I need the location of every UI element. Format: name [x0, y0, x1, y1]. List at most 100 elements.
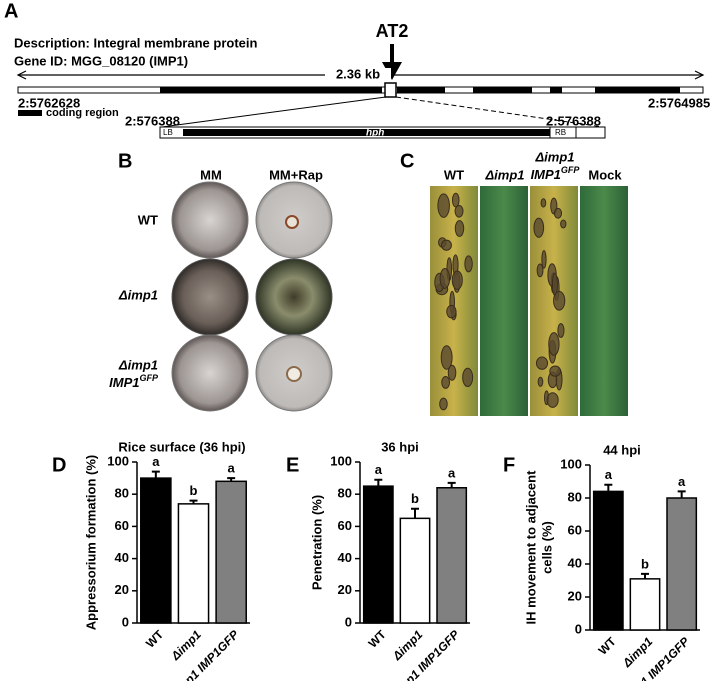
lesion: [446, 304, 457, 319]
lesion: [536, 263, 544, 278]
lesion: [557, 323, 565, 338]
error-bar: [641, 572, 649, 579]
y-axis-label: Appressorium formation (%): [83, 455, 98, 631]
y-tick-label: 0: [345, 614, 352, 629]
significance-label: a: [678, 474, 686, 489]
bar: [592, 490, 624, 631]
bar: [362, 485, 394, 624]
row-label: Δimp1: [118, 287, 158, 302]
lesion: [549, 365, 562, 377]
chart-title: 36 hpi: [381, 439, 419, 454]
panel-label: D: [52, 454, 66, 476]
y-tick-label: 20: [568, 588, 582, 603]
significance-label: b: [411, 491, 419, 506]
y-tick-label: 60: [115, 518, 129, 533]
significance-label: a: [152, 454, 160, 469]
y-tick-label: 60: [568, 522, 582, 537]
y-tick-label: 0: [122, 614, 129, 629]
label-bg: [325, 68, 391, 82]
bar: [666, 497, 698, 631]
column-label: WT: [444, 167, 464, 182]
error-bar: [374, 478, 383, 487]
insert-bar: [159, 126, 606, 139]
lesion: [440, 239, 452, 251]
y-tick-label: 60: [338, 518, 352, 533]
column-label: Δimp1: [484, 167, 524, 182]
error-bar: [151, 470, 160, 479]
plates: [171, 181, 333, 412]
panel-label: B: [118, 150, 132, 172]
lesion: [537, 376, 544, 387]
panel-label: C: [400, 150, 414, 172]
y-axis-label: IH movement to adjacent: [523, 470, 538, 625]
lesion: [441, 376, 451, 389]
chart-title: Rice surface (36 hpi): [118, 439, 245, 454]
lesion: [535, 356, 549, 370]
lesion: [553, 290, 566, 311]
legend-label: coding region: [46, 107, 119, 119]
bar: [629, 578, 661, 631]
row-label-part: IMP1: [109, 375, 139, 390]
lesion: [439, 397, 448, 411]
legend-swatch: [18, 110, 42, 116]
lesion: [451, 270, 463, 290]
bar: [436, 487, 468, 624]
y-tick-label: 20: [115, 582, 129, 597]
error-bar: [447, 481, 456, 488]
error-bar: [227, 477, 236, 482]
row-label: WT: [138, 212, 158, 227]
y-tick-label: 20: [338, 582, 352, 597]
y-tick-label: 0: [575, 621, 582, 636]
panel-label: F: [503, 454, 515, 476]
insertion-label: AT2: [376, 21, 409, 41]
error-bar: [604, 483, 613, 492]
leaf-photo: [430, 186, 628, 416]
x-tick-label: Δimp1: [168, 627, 204, 663]
significance-label: a: [605, 467, 613, 482]
start-coordinate: 2:5762628: [18, 95, 80, 110]
error-bar: [411, 507, 419, 519]
gene-bar: [17, 82, 704, 98]
column-label-part: IMP1: [531, 167, 561, 182]
lb-label: LB: [163, 128, 173, 137]
lesion: [546, 392, 559, 408]
y-tick-label: 40: [568, 555, 582, 570]
column-label: MM+Rap: [269, 167, 323, 182]
significance-label: a: [448, 465, 456, 480]
lesion: [454, 220, 465, 237]
lesion: [533, 217, 545, 238]
end-coordinate: 2:5764985: [648, 95, 710, 110]
zoom-lines: [161, 96, 604, 128]
row-label: Δimp1: [118, 357, 158, 372]
y-axis-label: Penetration (%): [309, 495, 324, 590]
lesion: [439, 268, 451, 289]
x-tick-label: WT: [366, 627, 390, 651]
insertion-arrow: [382, 44, 402, 80]
column-label-sup: GFP: [561, 165, 580, 175]
lesion: [560, 219, 567, 229]
lesion: [447, 364, 457, 381]
y-tick-label: 100: [560, 456, 582, 471]
panel-label: A: [4, 0, 18, 22]
row-label: IMP1GFP: [109, 373, 159, 390]
bar: [399, 517, 431, 624]
y-tick-label: 40: [115, 550, 129, 565]
lesion: [464, 255, 473, 273]
lesion: [540, 198, 547, 208]
chart-title: 44 hpi: [603, 442, 641, 457]
lesion: [553, 207, 563, 219]
bar: [177, 503, 210, 624]
x-tick-label: WT: [596, 634, 620, 658]
lesion: [541, 250, 547, 269]
lesion: [440, 345, 453, 370]
y-tick-label: 80: [568, 489, 582, 504]
rb-label: RB: [555, 128, 566, 137]
lesion: [451, 192, 460, 208]
column-label: IMP1GFP: [531, 165, 581, 182]
column-label: Δimp1: [534, 149, 574, 164]
gene-id: Gene ID: MGG_08120 (IMP1): [14, 53, 188, 68]
insert-coordinate: 2:576388: [125, 113, 180, 128]
y-tick-label: 100: [330, 453, 352, 468]
y-tick-label: 80: [338, 486, 352, 501]
